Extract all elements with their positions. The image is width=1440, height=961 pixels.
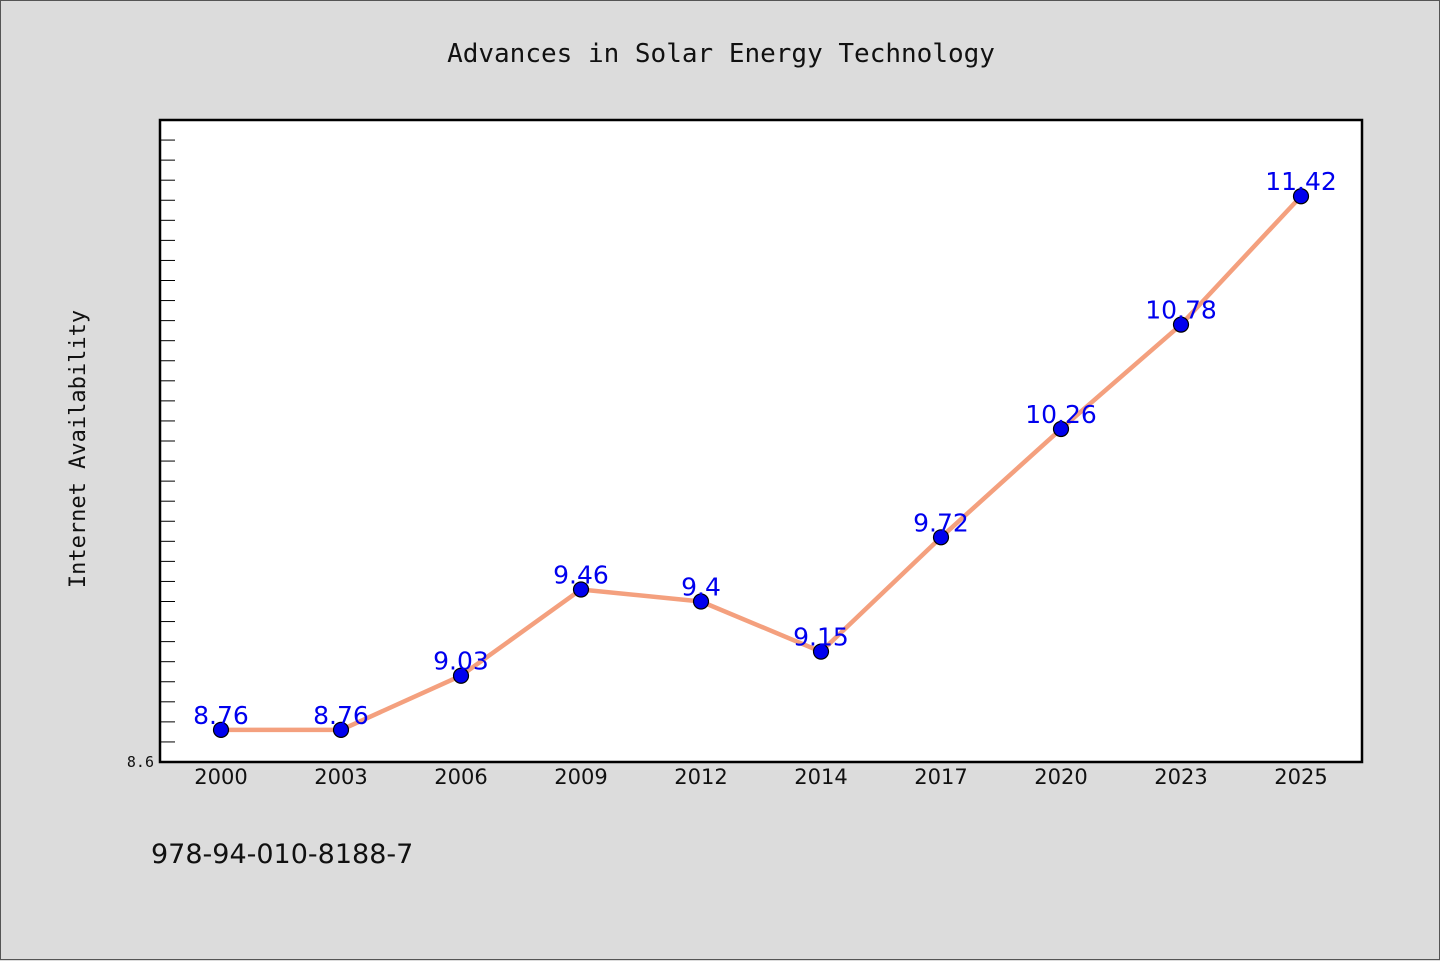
x-tick-label: 2025 [1274, 765, 1327, 789]
data-label: 11.42 [1265, 167, 1337, 196]
data-point [212, 721, 230, 739]
data-label: 10.78 [1145, 296, 1217, 325]
footnote-isbn: 978-94-010-8188-7 [151, 839, 413, 870]
y-axis: 8.6 [127, 119, 175, 771]
x-tick-label: 2006 [434, 765, 487, 789]
data-label: 8.76 [193, 701, 249, 730]
data-label: 9.4 [681, 573, 721, 602]
plot-area [158, 118, 1364, 764]
data-point [932, 529, 950, 546]
data-point [692, 593, 710, 610]
data-point [332, 721, 350, 739]
data-label: 10.26 [1025, 400, 1097, 429]
series-line [218, 193, 1304, 733]
x-tick-label: 2003 [314, 765, 367, 789]
x-tick-label: 2017 [914, 765, 967, 789]
data-point [572, 581, 590, 598]
data-point [1172, 316, 1190, 333]
x-tick-label: 2000 [194, 765, 247, 789]
x-axis: 2000 2003 2006 2009 2012 2014 2017 2020 2023 2025 [194, 765, 1327, 789]
series-points-group [212, 188, 1310, 739]
data-point [812, 643, 830, 660]
series-line-group [218, 193, 1304, 733]
x-tick-label: 2009 [554, 765, 607, 789]
data-point [1052, 420, 1070, 438]
data-point [452, 667, 470, 684]
x-tick-label: 2023 [1154, 765, 1207, 789]
data-label: 9.72 [913, 508, 969, 537]
x-tick-label: 2020 [1034, 765, 1087, 789]
x-tick-label: 2012 [674, 765, 727, 789]
data-label: 8.76 [313, 701, 369, 730]
data-label: 9.46 [553, 560, 609, 589]
y-tick-label: 8.6 [127, 753, 154, 771]
data-point [1292, 188, 1310, 205]
chart-title: Advances in Solar Energy Technology [447, 39, 995, 69]
data-labels-group: 8.76 8.76 9.03 9.46 9.4 9.15 9.72 10.26 10.78 11.… [193, 167, 1337, 730]
data-label: 9.03 [433, 647, 489, 676]
x-tick-label: 2014 [794, 765, 847, 789]
data-label: 9.15 [793, 623, 849, 652]
y-axis-title: Internet Availability [66, 310, 91, 588]
